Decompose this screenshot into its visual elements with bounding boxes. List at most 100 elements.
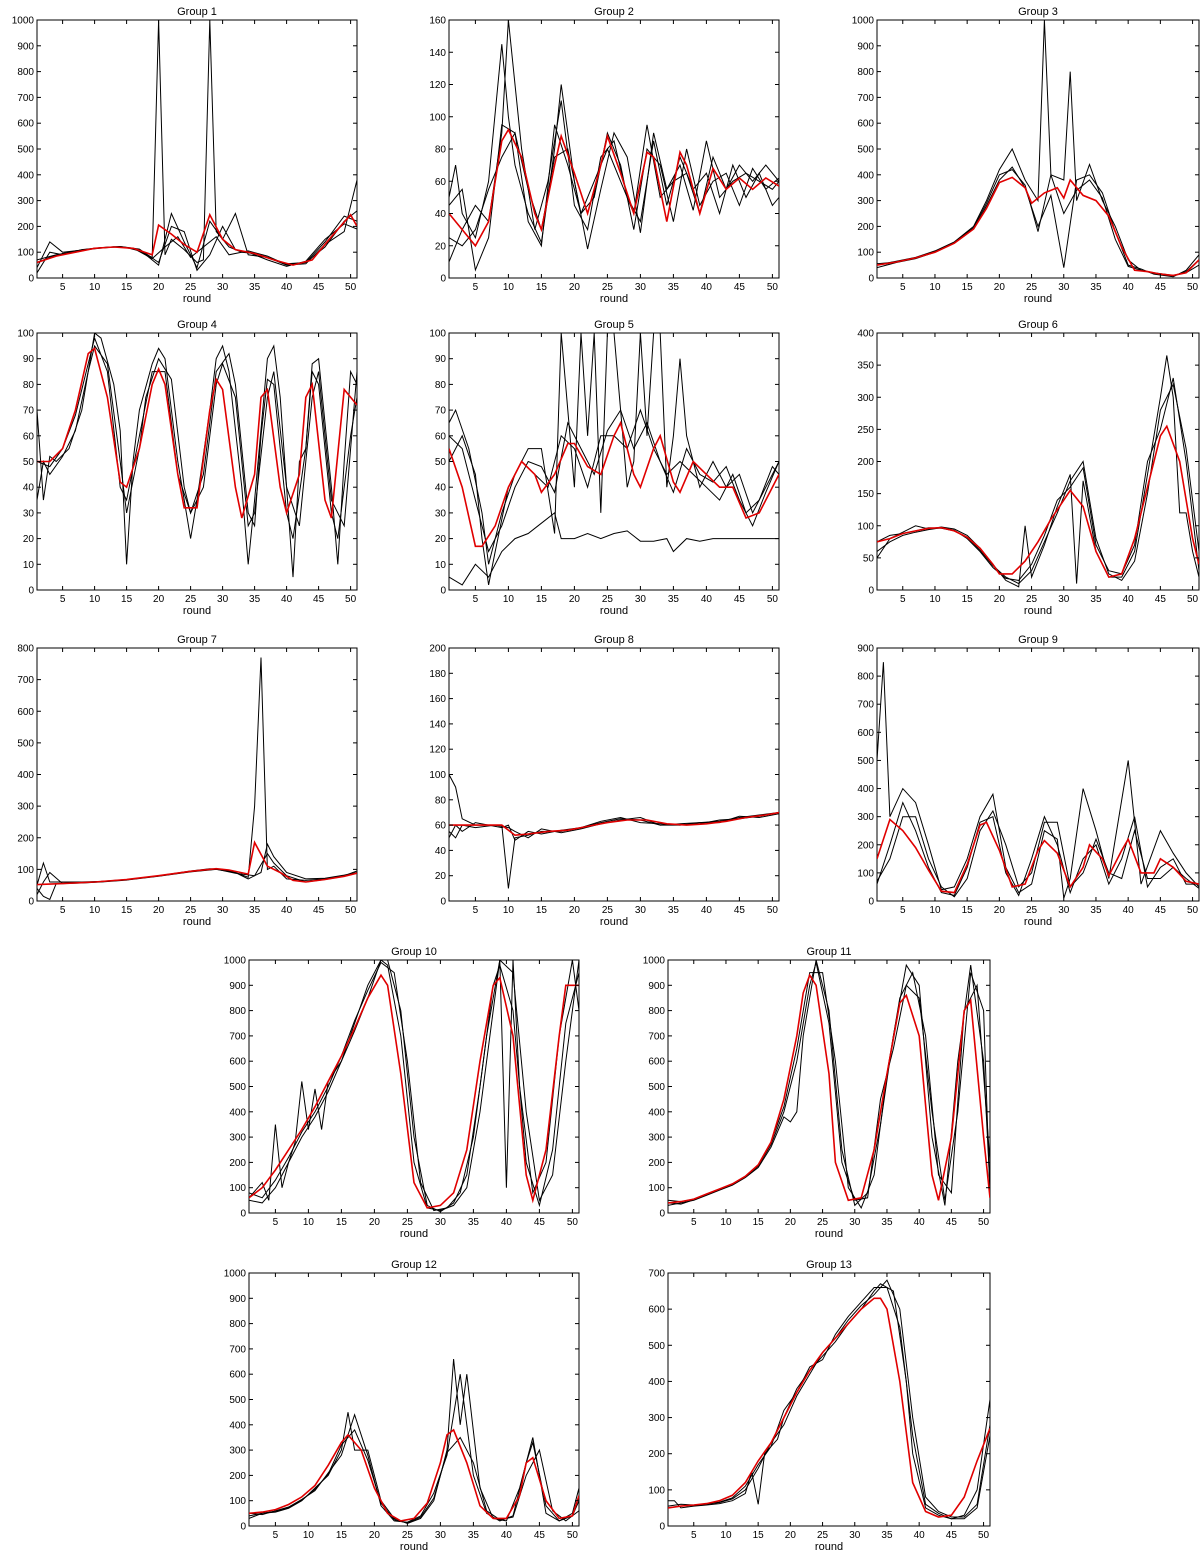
y-tick-label: 300 xyxy=(857,196,874,207)
y-tick-label: 700 xyxy=(857,93,874,104)
y-tick-label: 80 xyxy=(23,380,35,391)
x-tick-label: 10 xyxy=(503,282,515,293)
x-axis-label: round xyxy=(600,605,628,617)
plot-frame xyxy=(876,19,1200,279)
series-group xyxy=(877,20,1199,278)
x-tick-label: 40 xyxy=(914,1217,926,1228)
x-tick-label: 45 xyxy=(734,282,746,293)
model-series-line-4 xyxy=(249,973,579,1209)
x-tick-label: 50 xyxy=(1187,282,1199,293)
y-tick-label: 600 xyxy=(648,1305,665,1316)
y-tick-label: 30 xyxy=(435,508,447,519)
simulation-series-line-2 xyxy=(37,344,357,539)
simulation-series-line-1 xyxy=(249,960,579,1212)
model-series-line-4 xyxy=(668,1297,990,1518)
y-tick-label: 80 xyxy=(435,380,447,391)
x-tick-label: 25 xyxy=(185,594,197,605)
x-tick-label: 50 xyxy=(767,282,779,293)
chart-panel-11: Group 115 10 15 20 25 30 35 40 45 500100200300400… xyxy=(643,946,991,1240)
y-tick-label: 700 xyxy=(648,1031,665,1042)
x-tick-label: 35 xyxy=(668,594,680,605)
y-tick-label: 200 xyxy=(857,457,874,468)
y-tick-label: 700 xyxy=(857,700,874,711)
x-tick-label: 35 xyxy=(249,905,261,916)
x-tick-label: 30 xyxy=(217,905,229,916)
y-tick-label: 20 xyxy=(23,534,35,545)
simulation-series-line-3 xyxy=(877,377,1199,581)
x-tick-label: 5 xyxy=(900,905,906,916)
simulation-series-line-1 xyxy=(37,657,357,886)
y-tick-label: 200 xyxy=(429,644,446,655)
y-tick-label: 350 xyxy=(857,361,874,372)
x-tick-label: 35 xyxy=(468,1530,480,1541)
x-tick-label: 25 xyxy=(1026,594,1038,605)
plot-frame xyxy=(36,647,358,902)
plot-frame xyxy=(248,1272,580,1527)
x-tick-label: 5 xyxy=(691,1217,697,1228)
x-tick-label: 40 xyxy=(701,282,713,293)
x-tick-label: 5 xyxy=(473,282,479,293)
x-tick-label: 10 xyxy=(929,282,941,293)
y-tick-label: 300 xyxy=(857,812,874,823)
x-tick-label: 35 xyxy=(468,1217,480,1228)
plot-frame xyxy=(667,1272,991,1527)
panel-title: Group 13 xyxy=(806,1259,852,1271)
y-tick-label: 100 xyxy=(229,1496,246,1507)
y-tick-label: 400 xyxy=(229,1420,246,1431)
x-tick-label: 50 xyxy=(345,905,357,916)
y-tick-label: 90 xyxy=(23,354,35,365)
simulation-series-line-1 xyxy=(449,512,779,586)
x-tick-label: 40 xyxy=(914,1530,926,1541)
y-tick-label: 600 xyxy=(648,1057,665,1068)
model-series-line-4 xyxy=(249,1428,579,1522)
y-tick-label: 1000 xyxy=(12,16,35,27)
y-tick-label: 140 xyxy=(429,48,446,59)
y-tick-label: 100 xyxy=(648,1485,665,1496)
model-series-line-4 xyxy=(877,176,1199,277)
x-tick-label: 25 xyxy=(817,1530,829,1541)
y-tick-label: 100 xyxy=(648,1183,665,1194)
x-tick-label: 40 xyxy=(1123,282,1135,293)
panel-title: Group 9 xyxy=(1018,634,1058,646)
y-tick-label: 400 xyxy=(648,1377,665,1388)
y-tick-label: 1000 xyxy=(852,16,875,27)
x-tick-label: 45 xyxy=(946,1217,958,1228)
x-tick-label: 35 xyxy=(668,905,680,916)
series-group xyxy=(449,774,779,889)
y-tick-label: 300 xyxy=(648,1413,665,1424)
y-tick-label: 0 xyxy=(440,897,446,908)
x-tick-label: 20 xyxy=(153,594,165,605)
y-tick-label: 400 xyxy=(229,1107,246,1118)
x-tick-label: 20 xyxy=(153,905,165,916)
panel-title: Group 10 xyxy=(391,946,437,958)
chart-panel-10: Group 105 10 15 20 25 30 35 40 45 500100200300400… xyxy=(224,946,580,1240)
x-tick-label: 30 xyxy=(217,594,229,605)
x-tick-label: 15 xyxy=(121,905,133,916)
y-tick-label: 200 xyxy=(17,222,34,233)
y-tick-label: 0 xyxy=(659,1522,665,1533)
series-group xyxy=(877,355,1199,588)
chart-panel-2: Group 2 5 10 15 20 25 30 35 40 45 50 0 20 40 60 80 100 12… xyxy=(429,6,780,305)
y-tick-label: 900 xyxy=(857,644,874,655)
y-tick-label: 200 xyxy=(17,833,34,844)
simulation-series-line-4 xyxy=(449,408,779,553)
x-tick-label: 15 xyxy=(121,594,133,605)
x-tick-label: 30 xyxy=(435,1217,447,1228)
x-tick-label: 10 xyxy=(929,905,941,916)
x-tick-label: 10 xyxy=(503,905,515,916)
y-tick-label: 180 xyxy=(429,669,446,680)
y-tick-label: 700 xyxy=(17,675,34,686)
y-tick-label: 700 xyxy=(229,1344,246,1355)
x-tick-label: 40 xyxy=(1123,905,1135,916)
y-tick-label: 0 xyxy=(659,1209,665,1220)
y-tick-label: 300 xyxy=(17,196,34,207)
y-tick-label: 100 xyxy=(857,521,874,532)
panel-title: Group 1 xyxy=(177,6,217,18)
y-tick-label: 200 xyxy=(648,1449,665,1460)
y-tick-label: 10 xyxy=(23,560,35,571)
x-axis-label: round xyxy=(400,1228,428,1240)
x-tick-label: 15 xyxy=(753,1217,765,1228)
y-tick-label: 70 xyxy=(23,406,35,417)
simulation-series-line-1 xyxy=(877,662,1199,899)
simulation-series-line-2 xyxy=(877,801,1199,897)
